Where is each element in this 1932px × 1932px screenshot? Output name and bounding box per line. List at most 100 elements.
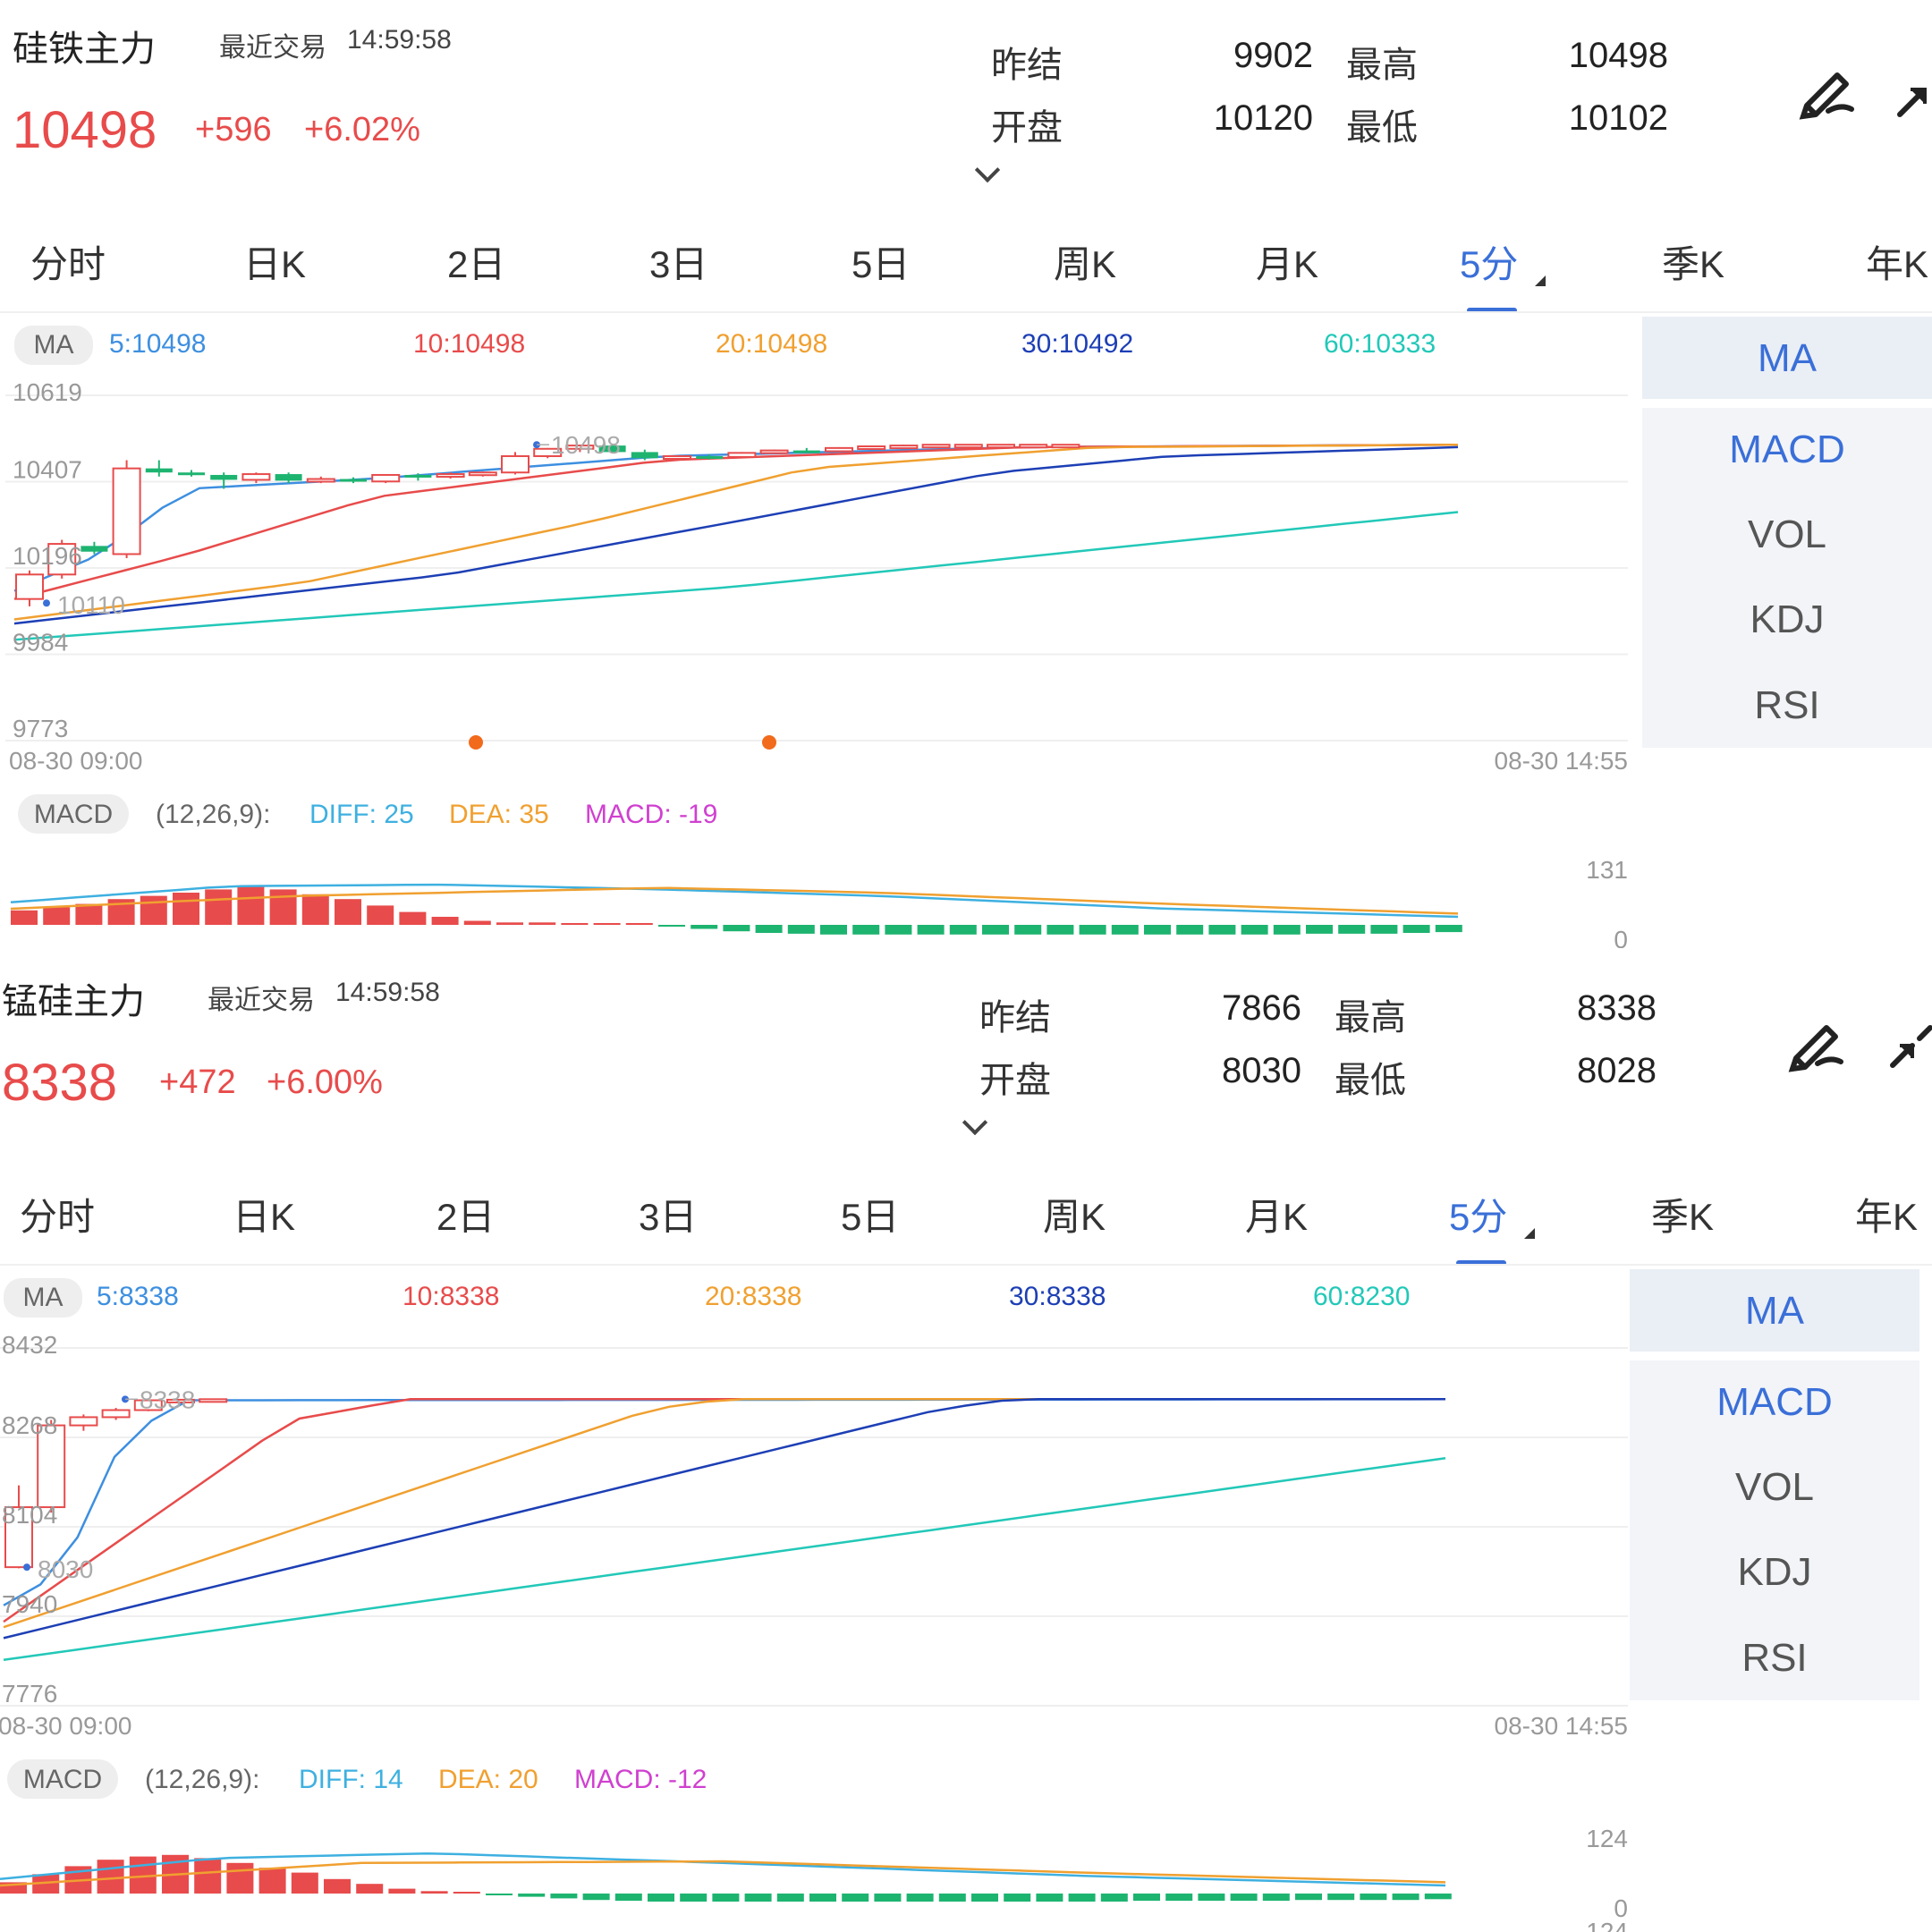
- tab-1[interactable]: 日K: [243, 243, 307, 285]
- low-marker-label: 10110: [57, 591, 125, 619]
- price-axis-label: 10407: [13, 456, 82, 484]
- candle-body: [210, 474, 238, 480]
- macd-bar: [550, 1894, 578, 1899]
- contract-name: 锰硅主力: [2, 982, 145, 1021]
- tab-4[interactable]: 5日: [852, 243, 911, 285]
- expand-chevron-icon[interactable]: [974, 157, 1001, 183]
- indicator-ma-bg: [1642, 317, 1932, 399]
- tab-4[interactable]: 5日: [841, 1196, 900, 1238]
- macd-diff: DIFF: 14: [299, 1765, 403, 1794]
- indicator-vol[interactable]: VOL: [1734, 1465, 1815, 1509]
- macd-bar: [194, 1858, 222, 1894]
- candle-body: [825, 446, 853, 453]
- tab-0[interactable]: 分时: [20, 1196, 96, 1238]
- macd-bar: [1144, 925, 1171, 935]
- candle-body: [145, 468, 173, 473]
- macd-bar: [648, 1894, 674, 1902]
- tab-7[interactable]: 5分: [1460, 243, 1519, 285]
- last-price: 8338: [2, 1054, 118, 1112]
- indicator-macd[interactable]: MACD: [1729, 428, 1845, 471]
- macd-pill: [7, 1759, 118, 1799]
- candle-body: [1019, 444, 1048, 449]
- ma20-label: 20:8338: [705, 1282, 802, 1311]
- ma-pill[interactable]: MA: [14, 326, 93, 365]
- tab-3[interactable]: 3日: [639, 1196, 698, 1238]
- macd-value: MACD: -19: [585, 800, 717, 829]
- candle-body: [953, 444, 983, 449]
- indicator-macd[interactable]: MACD: [1716, 1380, 1833, 1424]
- tab-5[interactable]: 周K: [1043, 1196, 1106, 1238]
- candle-body: [663, 454, 691, 460]
- high-value: 8338: [1577, 988, 1657, 1028]
- high-value: 10498: [1568, 36, 1668, 75]
- tab-9[interactable]: 年K: [1855, 1196, 1919, 1238]
- tab-6[interactable]: 月K: [1256, 243, 1319, 285]
- tab-8[interactable]: 季K: [1662, 243, 1725, 285]
- ma-pill[interactable]: MA: [4, 1278, 82, 1318]
- expand-chevron-icon[interactable]: [962, 1109, 988, 1136]
- draw-pen-icon[interactable]: [1798, 59, 1860, 122]
- macd-bar: [1176, 925, 1204, 935]
- candle-body: [565, 445, 595, 450]
- indicator-ma[interactable]: MA: [1745, 1289, 1804, 1333]
- tab-0[interactable]: 分时: [30, 243, 106, 285]
- tab-7[interactable]: 5分: [1449, 1196, 1508, 1238]
- tab-2[interactable]: 2日: [447, 243, 506, 285]
- kline-chart[interactable]: 8432 8268 8104 7940 7776 8338 8030 08-30 09:00 0…: [0, 1328, 1637, 1932]
- period-tabs: 分时 日K 2日 3日 5日 周K 月K 5分 季K 年K: [0, 1187, 1932, 1266]
- macd-bar: [1360, 1894, 1387, 1901]
- indicator-kdj[interactable]: KDJ: [1737, 1550, 1812, 1594]
- tab-6[interactable]: 月K: [1245, 1196, 1309, 1238]
- tab-2[interactable]: 2日: [436, 1196, 496, 1238]
- indicator-vol[interactable]: VOL: [1747, 513, 1827, 556]
- price-axis-label: 8432: [2, 1331, 57, 1359]
- price-change-pct: +6.00%: [267, 1063, 383, 1101]
- candle-body: [921, 444, 951, 449]
- last-trade-time: 14:59:58: [335, 978, 440, 1007]
- candle-body: [166, 1398, 195, 1403]
- macd-bar: [173, 893, 199, 925]
- candle-body: [501, 454, 530, 474]
- macd-bar: [97, 1860, 124, 1894]
- macd-diff: DIFF: 25: [309, 800, 414, 829]
- tab-divider: [0, 1264, 1932, 1266]
- low-label: 最低: [1335, 1061, 1406, 1100]
- fullscreen-arrow-icon[interactable]: [1894, 82, 1932, 120]
- macd-bar: [1435, 925, 1462, 933]
- draw-pen-icon[interactable]: [1787, 1012, 1850, 1074]
- macd-bar: [787, 925, 815, 934]
- macd-bar: [982, 925, 1009, 935]
- tab-5[interactable]: 周K: [1054, 243, 1117, 285]
- kline-chart[interactable]: 10619 10407 10196 9984 9773 10498 10110 08-30 0…: [0, 376, 1637, 948]
- macd-bar: [1198, 1894, 1225, 1902]
- price-change-pct: +6.02%: [304, 111, 420, 148]
- indicator-kdj[interactable]: KDJ: [1750, 597, 1825, 641]
- ma-line-0: [13, 443, 1459, 592]
- macd-bar: [809, 1894, 836, 1902]
- macd-bar: [356, 1884, 384, 1894]
- open-value: 10120: [1213, 98, 1313, 138]
- macd-pill-label: MACD: [34, 800, 113, 829]
- candle-body: [178, 472, 205, 476]
- tab-9[interactable]: 年K: [1866, 243, 1929, 285]
- macd-bar: [258, 1868, 286, 1894]
- ma-line-4: [13, 511, 1459, 641]
- tab-8[interactable]: 季K: [1651, 1196, 1715, 1238]
- indicator-rsi[interactable]: RSI: [1754, 683, 1820, 727]
- candle-body: [857, 445, 886, 451]
- indicator-rsi[interactable]: RSI: [1741, 1636, 1808, 1680]
- fullscreen-arrow-icon[interactable]: [1887, 1022, 1932, 1072]
- tab-3[interactable]: 3日: [649, 243, 708, 285]
- ma-line-2: [13, 443, 1459, 621]
- tab-1[interactable]: 日K: [233, 1196, 296, 1238]
- candle-body: [275, 474, 302, 481]
- indicator-ma[interactable]: MA: [1758, 336, 1817, 380]
- dropdown-triangle-icon: [1535, 275, 1546, 286]
- ma-line-3: [13, 445, 1459, 625]
- macd-bar: [399, 911, 427, 925]
- low-value: 10102: [1568, 98, 1668, 138]
- low-marker: [23, 1563, 30, 1572]
- macd-bar: [1392, 1894, 1419, 1901]
- macd-bar: [1100, 1894, 1128, 1902]
- macd-bar: [1208, 925, 1236, 935]
